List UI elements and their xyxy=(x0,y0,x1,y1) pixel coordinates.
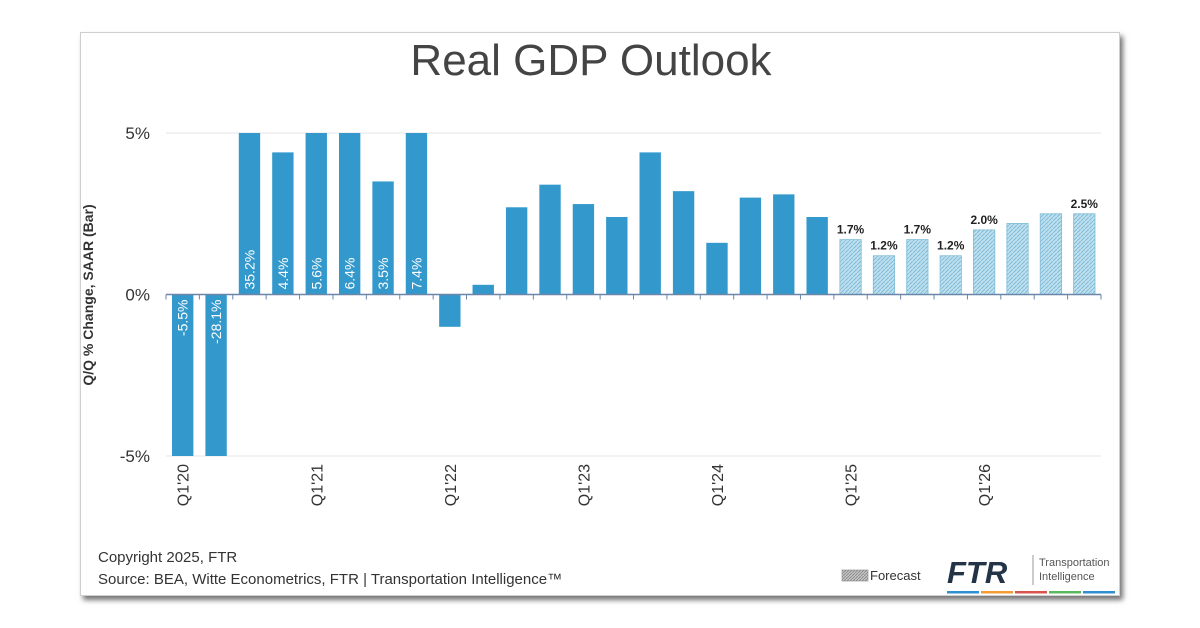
bar-value-label: -28.1% xyxy=(208,300,224,344)
bar xyxy=(639,152,661,295)
ftr-logo: FTR Transportation Intelligence xyxy=(947,555,1115,594)
bar-value-label: 1.2% xyxy=(870,239,898,253)
brand-stripe-segment xyxy=(1049,591,1081,594)
bar xyxy=(272,152,294,295)
bar xyxy=(539,184,561,295)
brand-tagline-line2: Intelligence xyxy=(1039,571,1095,583)
bar xyxy=(505,207,528,295)
bar-value-label: 35.2% xyxy=(241,250,257,290)
y-tick-label: 0% xyxy=(125,286,150,305)
bar-value-label: 2.0% xyxy=(970,213,998,227)
bar xyxy=(572,204,595,295)
x-tick-label: Q1'23 xyxy=(576,464,593,506)
bar-value-label: 6.4% xyxy=(342,258,358,290)
legend: Forecast xyxy=(841,568,921,583)
legend-swatch-forecast xyxy=(841,569,869,582)
bar xyxy=(773,194,795,295)
brand-color-stripe xyxy=(947,591,1115,594)
chart-title: Real GDP Outlook xyxy=(410,36,772,85)
bar xyxy=(739,197,762,295)
brand-stripe-segment xyxy=(981,591,1013,594)
bar-value-label: 7.4% xyxy=(408,258,424,290)
bar-value-label: 3.5% xyxy=(375,258,391,290)
bar xyxy=(238,133,261,295)
bar-value-label: 5.6% xyxy=(308,258,324,290)
axes: 5% 0% -5% Q1'20 Q1'21 Q1'22 Q1'23 Q1'24 Q1'25 Q1'… xyxy=(120,124,1102,506)
data-labels: -5.5% -28.1% 35.2% 4.4% 5.6% 6.4% 3.5% 7.4% 1.7%… xyxy=(175,197,1099,344)
bar xyxy=(672,191,695,295)
bar-value-label: 2.5% xyxy=(1071,197,1099,211)
chart-canvas: Real GDP Outlook 5% 0% -5% Q1'20 Q1'21 Q1'22 Q… xyxy=(81,36,1115,594)
forecast-bar xyxy=(906,239,929,295)
copyright-note: Copyright 2025, FTR xyxy=(98,549,237,566)
bar xyxy=(706,242,728,295)
bars xyxy=(172,133,1096,456)
bar xyxy=(472,284,494,295)
bar xyxy=(205,294,227,456)
bar-value-label: 1.2% xyxy=(937,239,965,253)
chart-card: Real GDP Outlook 5% 0% -5% Q1'20 Q1'21 Q1'22 Q… xyxy=(80,32,1120,596)
bar-value-label: 1.7% xyxy=(837,223,865,237)
x-tick-label: Q1'21 xyxy=(309,464,326,506)
forecast-bar xyxy=(1006,223,1029,295)
y-axis-title: Q/Q % Change, SAAR (Bar) xyxy=(81,204,96,385)
brand-stripe-segment xyxy=(947,591,979,594)
x-tick-label: Q1'25 xyxy=(844,464,861,506)
y-tick-label: -5% xyxy=(120,447,150,466)
y-tick-label: 5% xyxy=(125,124,150,143)
brand-tagline-line1: Transportation xyxy=(1039,557,1110,569)
x-tick-label: Q1'24 xyxy=(710,464,727,506)
x-tick-label: Q1'20 xyxy=(176,464,193,506)
forecast-bar xyxy=(1073,213,1096,295)
legend-label-forecast: Forecast xyxy=(870,568,921,583)
forecast-bar xyxy=(1039,213,1062,295)
x-tick-label: Q1'26 xyxy=(977,464,994,506)
bar xyxy=(172,294,194,456)
bar xyxy=(372,181,394,295)
bar xyxy=(606,216,628,295)
source-note: Source: BEA, Witte Econometrics, FTR | T… xyxy=(98,571,562,588)
bar-value-label: 1.7% xyxy=(904,223,932,237)
bar xyxy=(338,133,361,295)
bar-value-label: -5.5% xyxy=(175,300,191,337)
forecast-bar xyxy=(839,239,862,295)
brand-stripe-segment xyxy=(1015,591,1047,594)
x-tick-label: Q1'22 xyxy=(443,464,460,506)
bar xyxy=(806,216,828,295)
bar xyxy=(305,133,327,295)
brand-stripe-segment xyxy=(1083,591,1115,594)
bar xyxy=(439,294,461,327)
forecast-bar xyxy=(939,255,962,295)
bar-value-label: 4.4% xyxy=(275,258,291,290)
brand-wordmark: FTR xyxy=(947,555,1008,590)
bar xyxy=(405,133,428,295)
forecast-bar xyxy=(872,255,896,295)
forecast-bar xyxy=(973,229,996,295)
